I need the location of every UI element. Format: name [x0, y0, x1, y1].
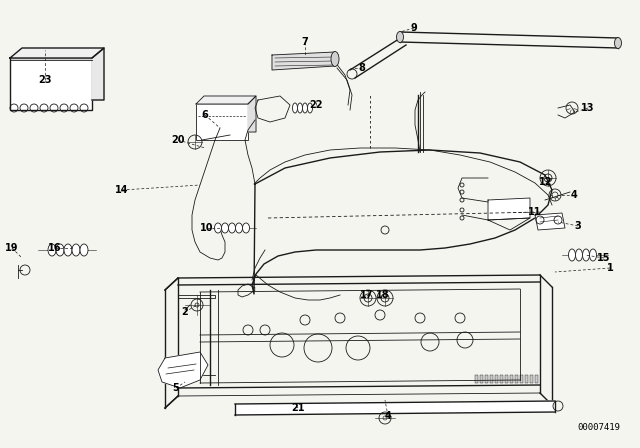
Text: 4: 4	[385, 411, 392, 421]
Text: 18: 18	[376, 290, 390, 300]
Text: 4: 4	[571, 190, 577, 200]
Text: 10: 10	[200, 223, 214, 233]
Text: 17: 17	[360, 290, 374, 300]
Polygon shape	[488, 198, 530, 220]
Text: 22: 22	[309, 100, 323, 110]
Bar	[500, 375, 503, 383]
Polygon shape	[158, 352, 208, 388]
Text: 3: 3	[575, 221, 581, 231]
Ellipse shape	[214, 223, 221, 233]
Polygon shape	[535, 213, 565, 230]
Polygon shape	[10, 48, 104, 58]
Ellipse shape	[236, 223, 243, 233]
Bar	[510, 375, 513, 383]
Polygon shape	[252, 150, 552, 294]
Ellipse shape	[243, 223, 250, 233]
Bar	[505, 375, 508, 383]
Ellipse shape	[228, 223, 236, 233]
Ellipse shape	[72, 244, 80, 256]
Bar	[525, 375, 528, 383]
Ellipse shape	[589, 249, 596, 261]
Ellipse shape	[614, 38, 621, 48]
Text: 7: 7	[301, 37, 308, 47]
Text: 13: 13	[581, 103, 595, 113]
Text: 15: 15	[597, 253, 611, 263]
Polygon shape	[200, 289, 520, 383]
Bar	[490, 375, 493, 383]
Text: 12: 12	[540, 177, 553, 187]
Ellipse shape	[56, 244, 64, 256]
Bar	[530, 375, 533, 383]
Ellipse shape	[80, 244, 88, 256]
Ellipse shape	[221, 223, 228, 233]
Ellipse shape	[575, 249, 582, 261]
Ellipse shape	[48, 244, 56, 256]
Text: 9: 9	[411, 23, 417, 33]
Text: 1: 1	[607, 263, 613, 273]
Ellipse shape	[303, 103, 307, 113]
Bar	[520, 375, 523, 383]
Bar	[495, 375, 498, 383]
Polygon shape	[235, 401, 555, 415]
Ellipse shape	[64, 244, 72, 256]
Ellipse shape	[568, 249, 575, 261]
Polygon shape	[196, 96, 256, 104]
Bar	[10, 58, 92, 110]
Bar	[485, 375, 488, 383]
Ellipse shape	[582, 249, 589, 261]
Text: 8: 8	[358, 63, 365, 73]
Bar	[480, 375, 483, 383]
Text: 19: 19	[5, 243, 19, 253]
Bar	[535, 375, 538, 383]
Polygon shape	[272, 52, 335, 70]
Ellipse shape	[397, 31, 403, 43]
Ellipse shape	[292, 103, 298, 113]
Ellipse shape	[307, 103, 312, 113]
Bar	[475, 375, 478, 383]
Text: 11: 11	[528, 207, 541, 217]
Bar	[196, 104, 248, 140]
Text: 00007419: 00007419	[577, 423, 620, 432]
Text: 20: 20	[172, 135, 185, 145]
Text: 2: 2	[182, 307, 188, 317]
Ellipse shape	[298, 103, 303, 113]
Text: 23: 23	[38, 75, 52, 85]
Text: 21: 21	[291, 403, 305, 413]
Text: 6: 6	[202, 110, 209, 120]
Text: 14: 14	[115, 185, 129, 195]
Bar	[515, 375, 518, 383]
Text: 16: 16	[48, 243, 61, 253]
Ellipse shape	[331, 52, 339, 66]
Polygon shape	[248, 96, 256, 132]
Polygon shape	[92, 48, 104, 100]
Text: 5: 5	[173, 383, 179, 393]
